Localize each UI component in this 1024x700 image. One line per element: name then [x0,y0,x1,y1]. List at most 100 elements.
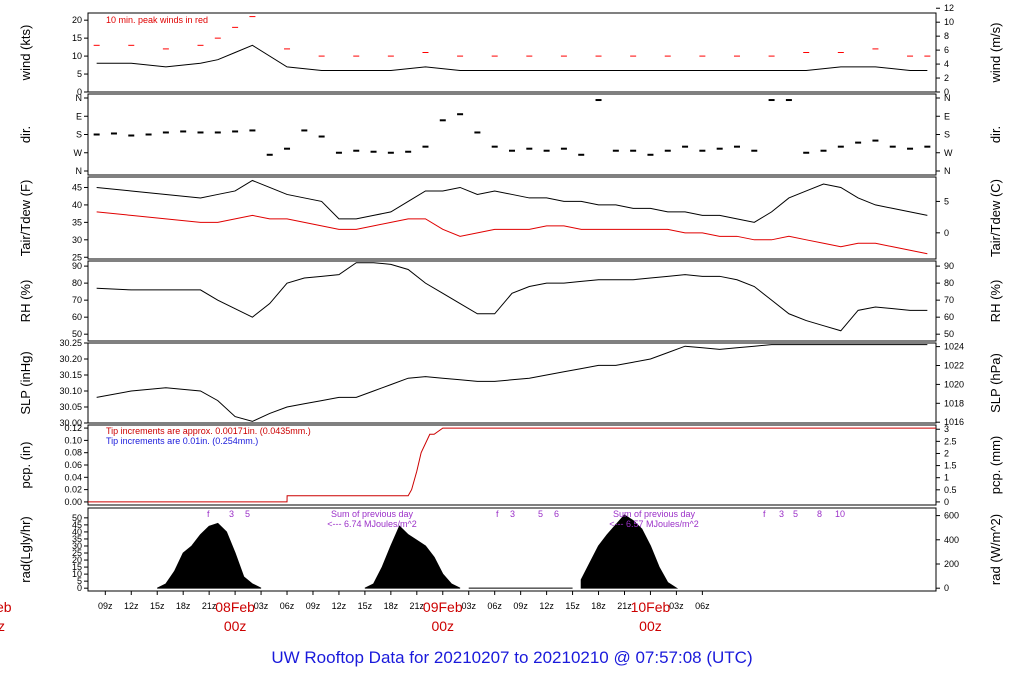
xtick-label: 03z [254,601,269,611]
xtick-label: 18z [384,601,399,611]
solar-mark: 6 [554,509,559,519]
rh-rh-line [96,262,928,332]
ytick-label-left: 45 [72,182,82,192]
ytick-label-left: 40 [72,200,82,210]
dir-point [872,139,879,142]
ytick-label-right: S [944,130,950,140]
ylabel-right: pcp. (mm) [988,436,1003,495]
ylabel-left: Tair/Tdew (F) [18,180,33,257]
ytick-label-left: 30 [72,541,82,551]
xtick-label: 12z [539,601,554,611]
xtick-label: 21z [202,601,217,611]
peak-wind-annotation: 10 min. peak winds in red [106,15,208,25]
dir-point [387,151,394,154]
panel-frame [87,93,937,176]
xtick-label: 21z [410,601,425,611]
ytick-label-left: 25 [72,548,82,558]
ytick-label-left: 80 [72,278,82,288]
xtick-label: 21z [617,601,632,611]
xtick-label: 15z [150,601,165,611]
ytick-label-right: 10 [944,17,954,27]
ytick-label-left: 0.06 [64,460,82,470]
tip-annotation-1: Tip increments are approx. 0.00171in. (0… [106,426,311,436]
sum-value-2: <--- 6.57 MJoules/m^2 [609,519,699,529]
dir-point [855,141,862,144]
ytick-label-left: 0 [77,583,82,593]
xtick-label: 18z [591,601,606,611]
ylabel-right: wind (m/s) [988,23,1003,84]
ytick-label-right: 3 [944,424,949,434]
xtick-label: 15z [565,601,580,611]
ytick-label-left: W [74,148,83,158]
ytick-label-left: N [76,166,83,176]
ytick-label-left: 30.20 [59,354,82,364]
dir-point [768,99,775,102]
tair-tair-line [96,179,928,223]
ytick-label-right: 1 [944,473,949,483]
sum-label-1: Sum of previous day [331,509,414,519]
ytick-label-left: 0.04 [64,472,82,482]
ytick-label-left: 20 [72,555,82,565]
ytick-label-right: 0 [944,583,949,593]
z-label: 00z [224,618,247,634]
dir-point [560,147,567,150]
ytick-label-left: 5 [77,69,82,79]
dir-point [301,129,308,132]
ytick-label-right: N [944,93,951,103]
day-label: 10Feb [631,599,671,615]
ytick-label-right: 90 [944,261,954,271]
page-title: UW Rooftop Data for 20210207 to 20210210… [271,648,753,667]
dir-point [803,151,810,154]
ytick-label-left: 0.10 [64,435,82,445]
dir-point [197,131,204,134]
ytick-label-left: 30.15 [59,370,82,380]
z-label: 00z [639,618,662,634]
ytick-label-left: 50 [72,329,82,339]
radiation-area [157,522,262,589]
ytick-label-left: 0 [77,87,82,97]
dir-point [214,131,221,134]
ytick-label-left: 0.12 [64,423,82,433]
ytick-label-left: S [76,130,82,140]
dir-point [491,145,498,148]
ytick-label-right: 200 [944,559,959,569]
solar-mark: 5 [245,509,250,519]
xtick-label: 12z [124,601,139,611]
ytick-label-right: 70 [944,295,954,305]
pcp-pcp-line [88,427,936,503]
xtick-label: 09z [306,601,321,611]
ytick-label-right: 0.5 [944,485,957,495]
ytick-label-right: 4 [944,59,949,69]
dir-point [110,132,117,135]
ytick-label-left: 30.10 [59,386,82,396]
dir-point [543,149,550,152]
dir-point [595,99,602,102]
dir-point [578,153,585,156]
ylabel-right: Tair/Tdew (C) [988,179,1003,257]
ytick-label-left: 35 [72,534,82,544]
ytick-label-right: 400 [944,535,959,545]
ytick-label-right: 1024 [944,342,964,352]
solar-mark: 3 [229,509,234,519]
dir-point [664,149,671,152]
solar-mark: f [763,509,766,519]
dir-point [249,129,256,132]
dir-point [907,147,914,150]
dir-point [93,133,100,136]
dir-point [353,149,360,152]
dir-point [284,147,291,150]
ytick-label-right: 1020 [944,379,964,389]
ytick-label-left: 30 [72,235,82,245]
solar-mark: 8 [817,509,822,519]
ytick-label-right: 80 [944,278,954,288]
ytick-label-left: 0.00 [64,497,82,507]
solar-mark: 5 [538,509,543,519]
ylabel-left: dir. [18,126,33,143]
ytick-label-right: 6 [944,45,949,55]
dir-point [145,133,152,136]
xtick-label: 18z [176,601,191,611]
ytick-label-left: 15 [72,562,82,572]
ytick-label-right: 600 [944,511,959,521]
ytick-label-left: 10 [72,51,82,61]
ylabel-right: dir. [988,126,1003,143]
